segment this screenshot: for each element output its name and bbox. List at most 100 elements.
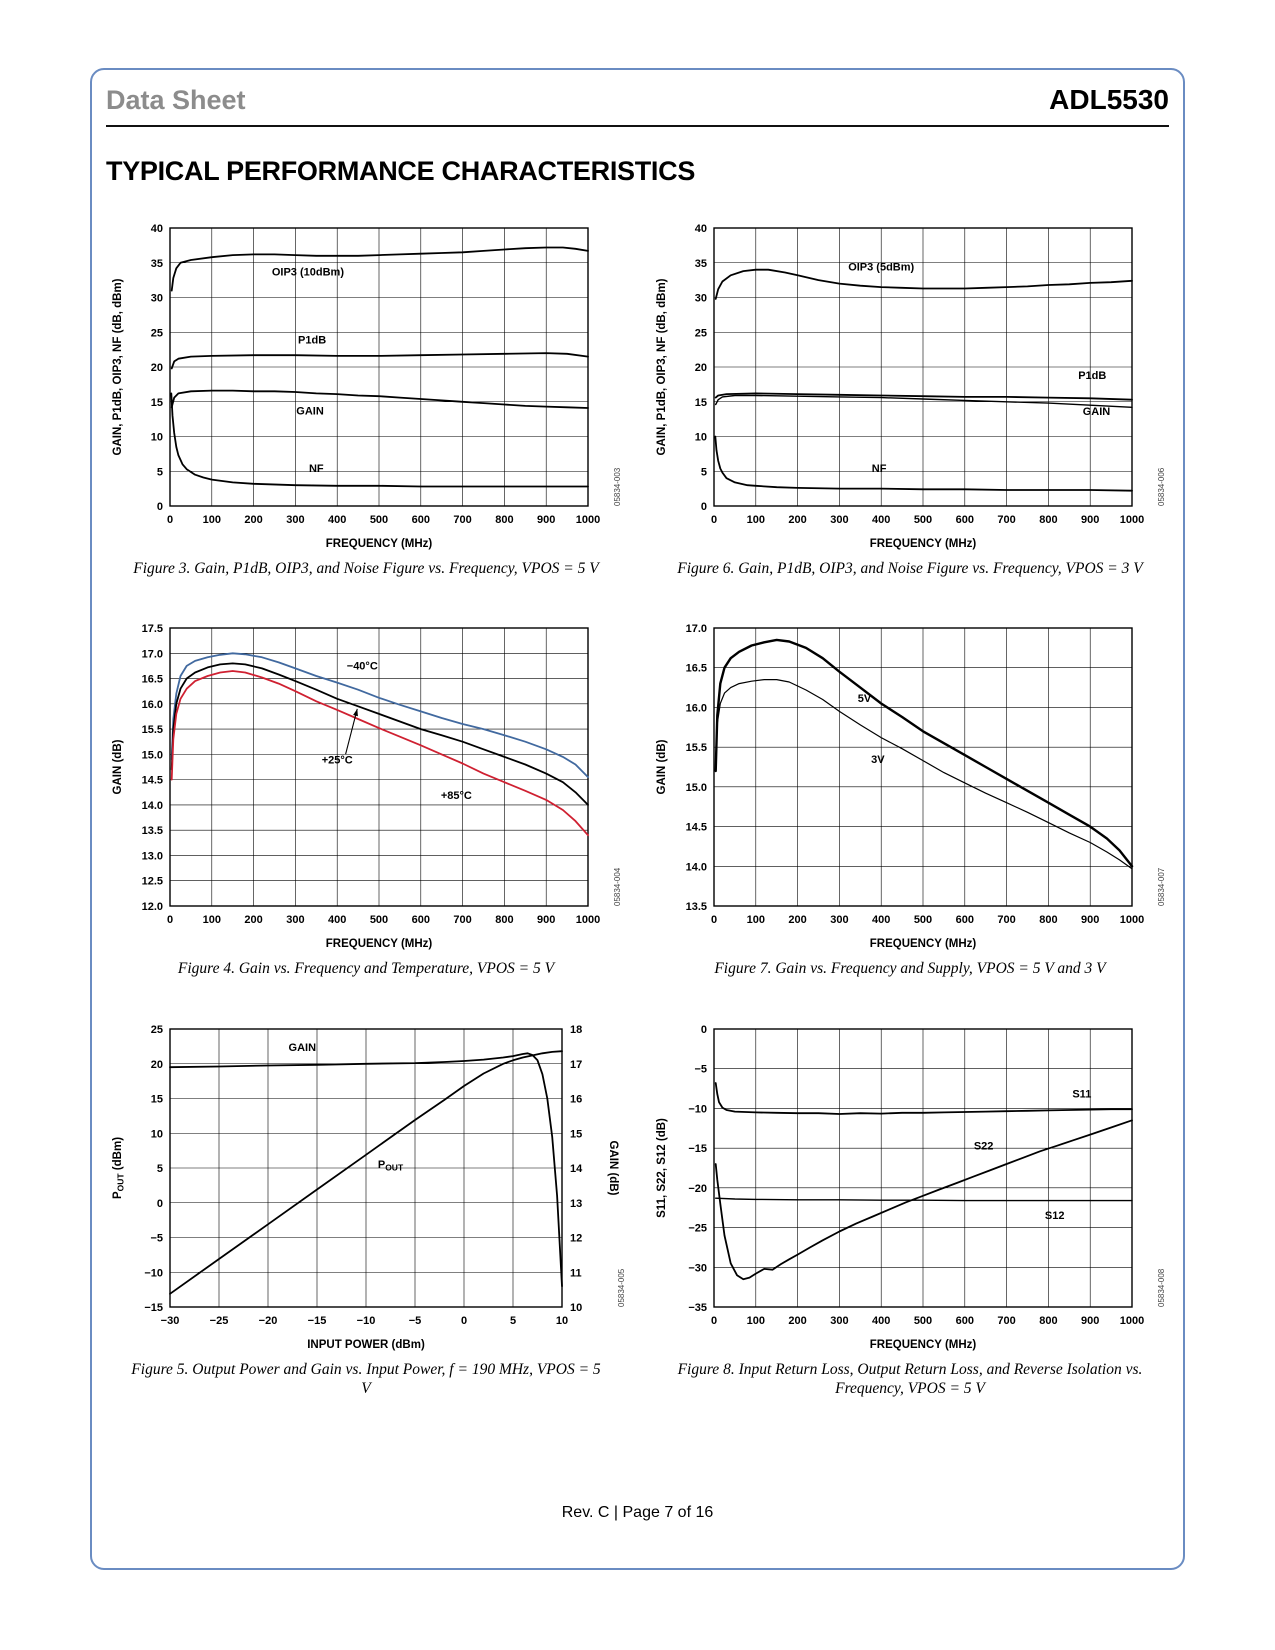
figure8-annotation: S22 (974, 1140, 994, 1152)
svg-text:100: 100 (203, 514, 221, 526)
svg-text:−30: −30 (161, 1315, 180, 1327)
svg-text:20: 20 (151, 362, 163, 374)
svg-text:600: 600 (956, 1315, 974, 1327)
figure3-chart: 0 100 200 300 400 500 600 700 800 900 1000 0 5 10 15 20… (106, 216, 626, 554)
svg-text:200: 200 (788, 1315, 806, 1327)
svg-text:700: 700 (997, 1315, 1015, 1327)
figure6-caption: Figure 6. Gain, P1dB, OIP3, and Noise Fi… (677, 560, 1143, 577)
figure6-series-OIP3 (714, 268, 1133, 300)
svg-text:300: 300 (286, 514, 304, 526)
figure7-xlabel: FREQUENCY (MHz) (870, 938, 977, 950)
svg-text:−30: −30 (688, 1262, 707, 1274)
svg-text:5: 5 (157, 466, 163, 478)
svg-text:−20: −20 (259, 1315, 278, 1327)
svg-text:11: 11 (570, 1267, 582, 1279)
svg-text:1000: 1000 (1120, 1315, 1144, 1327)
svg-text:400: 400 (328, 914, 346, 926)
svg-text:20: 20 (151, 1059, 163, 1071)
figure5-block: −30 −25 −20 −15 −10 −5 0 5 10 −15 −10 −5 0 5 10 15 20 25 1… (106, 1017, 626, 1399)
svg-text:100: 100 (203, 914, 221, 926)
svg-text:−20: −20 (688, 1183, 707, 1195)
svg-text:25: 25 (151, 327, 163, 339)
figure7-svg: 0 100 200 300 400 500 600 700 800 900 1000 13.5 14.0… (656, 623, 1166, 950)
figure3-annotation: OIP3 (10dBm) (272, 266, 344, 278)
svg-text:13.5: 13.5 (686, 901, 707, 913)
figure8-ylabel: S11, S22, S12 (dB) (656, 1118, 668, 1218)
figure5-svg: −30 −25 −20 −15 −10 −5 0 5 10 −15 −10 −5 0 5 10 15 20 25 1… (112, 1024, 626, 1351)
svg-text:0: 0 (461, 1315, 467, 1327)
figure3-code: 05834-003 (613, 467, 622, 506)
svg-text:400: 400 (328, 514, 346, 526)
svg-text:30: 30 (151, 293, 163, 305)
svg-text:20: 20 (695, 362, 707, 374)
svg-text:600: 600 (412, 914, 430, 926)
svg-text:17.0: 17.0 (142, 649, 163, 661)
svg-text:40: 40 (695, 223, 707, 235)
svg-text:17.5: 17.5 (142, 623, 163, 635)
figure3-series-NF (170, 392, 589, 488)
page-footer: Rev. C | Page 7 of 16 (561, 1504, 714, 1521)
svg-text:800: 800 (1039, 1315, 1057, 1327)
figure6-xlabel: FREQUENCY (MHz) (870, 538, 977, 550)
figure8-xlabel: FREQUENCY (MHz) (870, 1339, 977, 1351)
figure3-svg: 0 100 200 300 400 500 600 700 800 900 1000 0 5 10 15 20… (112, 223, 622, 550)
figure4-svg: 0 100 200 300 400 500 600 700 800 900 1000 12.0 12.5… (112, 623, 622, 950)
svg-text:14.0: 14.0 (142, 800, 163, 812)
svg-text:500: 500 (914, 914, 932, 926)
svg-text:500: 500 (914, 514, 932, 526)
svg-text:0: 0 (157, 1198, 163, 1210)
figure8-block: 0 100 200 300 400 500 600 700 800 900 1000 −35 −30 −2… (650, 1017, 1170, 1399)
figure3-xlabel: FREQUENCY (MHz) (326, 538, 433, 550)
figure7-block: 0 100 200 300 400 500 600 700 800 900 1000 13.5 14.0… (650, 616, 1170, 978)
svg-text:25: 25 (695, 327, 707, 339)
svg-text:35: 35 (151, 258, 163, 270)
svg-text:1000: 1000 (576, 514, 600, 526)
figure3-series-P1dB (170, 352, 589, 370)
figure3-ylabel: GAIN, P1dB, OIP3, NF (dB, dBm) (112, 278, 124, 455)
figure3-annotation: P1dB (298, 334, 326, 346)
figure8-caption: Figure 8. Input Return Loss, Output Retu… (677, 1360, 1143, 1398)
svg-text:16.5: 16.5 (142, 674, 163, 686)
section-title: TYPICAL PERFORMANCE CHARACTERISTICS (106, 156, 696, 186)
doc-type-label: Data Sheet (106, 85, 246, 115)
figure4-series-minus40C (170, 652, 589, 779)
figure6-annotation: P1dB (1078, 370, 1106, 382)
svg-text:10: 10 (695, 432, 707, 444)
svg-text:300: 300 (286, 914, 304, 926)
figure6-svg: 0 100 200 300 400 500 600 700 800 900 1000 0 5 10 15 20… (656, 223, 1166, 550)
svg-text:15: 15 (695, 397, 707, 409)
svg-text:900: 900 (1081, 514, 1099, 526)
svg-text:15: 15 (151, 397, 163, 409)
figure5-caption: Figure 5. Output Power and Gain vs. Inpu… (131, 1360, 601, 1398)
figure8-series-S11 (714, 1081, 1133, 1115)
figure3-series-GAIN (170, 389, 589, 409)
svg-text:15.5: 15.5 (142, 724, 163, 736)
svg-text:300: 300 (830, 1315, 848, 1327)
figure5-series-GAIN (169, 1052, 563, 1287)
svg-text:40: 40 (151, 223, 163, 235)
svg-text:15.0: 15.0 (142, 750, 163, 762)
figure3-annotation: NF (309, 463, 324, 475)
page-header: Data Sheet ADL5530 (106, 84, 1169, 127)
figure8-annotation: S12 (1045, 1210, 1065, 1222)
svg-text:200: 200 (788, 514, 806, 526)
svg-text:800: 800 (495, 914, 513, 926)
svg-text:−25: −25 (688, 1222, 707, 1234)
svg-text:25: 25 (151, 1024, 163, 1036)
figure5-ylabel: POUT (dBm) (112, 1137, 126, 1199)
svg-text:−10: −10 (144, 1267, 163, 1279)
svg-text:800: 800 (1039, 514, 1057, 526)
svg-text:0: 0 (711, 1315, 717, 1327)
figure5-chart: −30 −25 −20 −15 −10 −5 0 5 10 −15 −10 −5 0 5 10 15 20 25 1… (106, 1017, 626, 1355)
figure4-annotation: +85°C (441, 790, 472, 802)
svg-text:−5: −5 (409, 1315, 422, 1327)
svg-text:−35: −35 (688, 1302, 707, 1314)
svg-text:5: 5 (157, 1163, 163, 1175)
svg-text:16: 16 (570, 1093, 582, 1105)
figure8-series-S12 (714, 1197, 1133, 1202)
svg-text:600: 600 (956, 914, 974, 926)
figure7-series-5V (714, 639, 1134, 868)
figure4-series-plus25C (170, 662, 589, 807)
svg-text:−10: −10 (688, 1103, 707, 1115)
figure7-series-3V (715, 679, 1133, 870)
